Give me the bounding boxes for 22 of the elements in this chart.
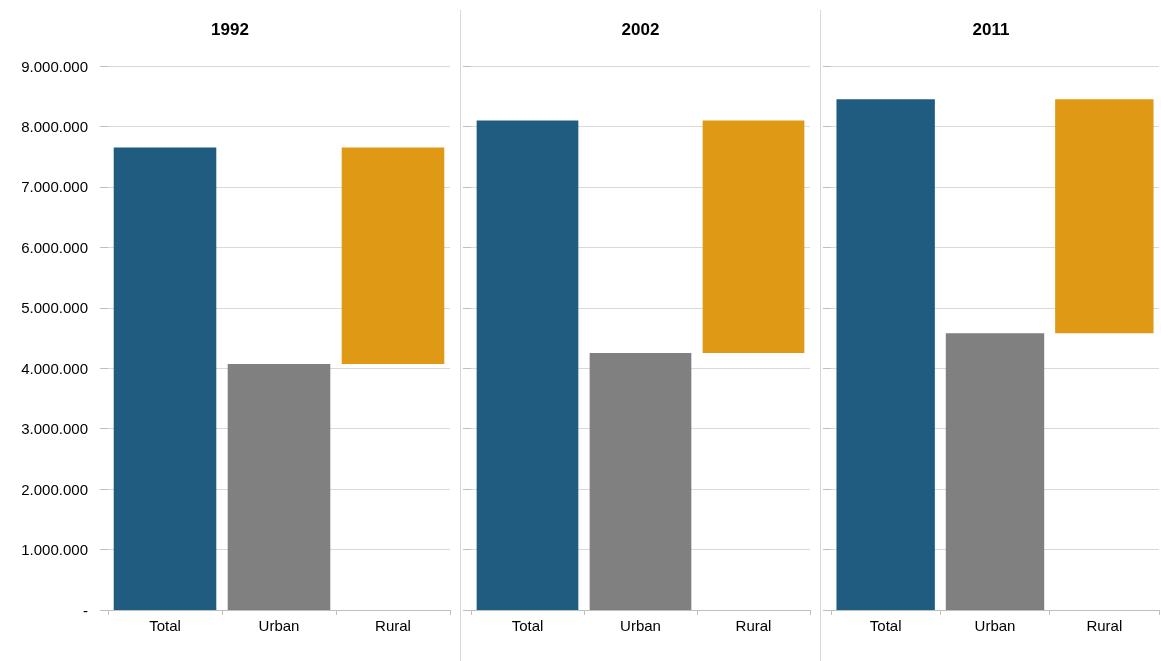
y-tick-label: 7.000.000 [21, 178, 88, 196]
x-tick-label: Urban [258, 617, 300, 634]
y-tick-label: 3.000.000 [21, 420, 88, 438]
x-tick-label: Urban [620, 617, 661, 634]
y-tick-label: 1.000.000 [21, 541, 88, 559]
y-tick-label: 5.000.000 [21, 299, 88, 317]
y-tick-label: 8.000.000 [21, 117, 88, 135]
chart-title: 2011 [972, 20, 1010, 39]
y-tick-label: - [83, 601, 88, 619]
chart-title: 1992 [211, 20, 249, 39]
x-tick-label: Total [511, 617, 544, 634]
y-tick-label: 4.000.000 [21, 359, 88, 377]
y-tick-label: 9.000.000 [21, 57, 88, 75]
y-tick-label: 6.000.000 [21, 238, 88, 256]
x-tick-label: Urban [974, 617, 1016, 634]
x-tick-label: Rural [375, 617, 411, 634]
x-tick-label: Rural [735, 617, 772, 634]
x-tick-label: Total [149, 617, 181, 634]
y-tick-label: 2.000.000 [21, 480, 88, 498]
x-tick-label: Total [869, 617, 902, 634]
chart-title: 2002 [621, 20, 660, 39]
x-tick-label: Rural [1086, 617, 1123, 634]
